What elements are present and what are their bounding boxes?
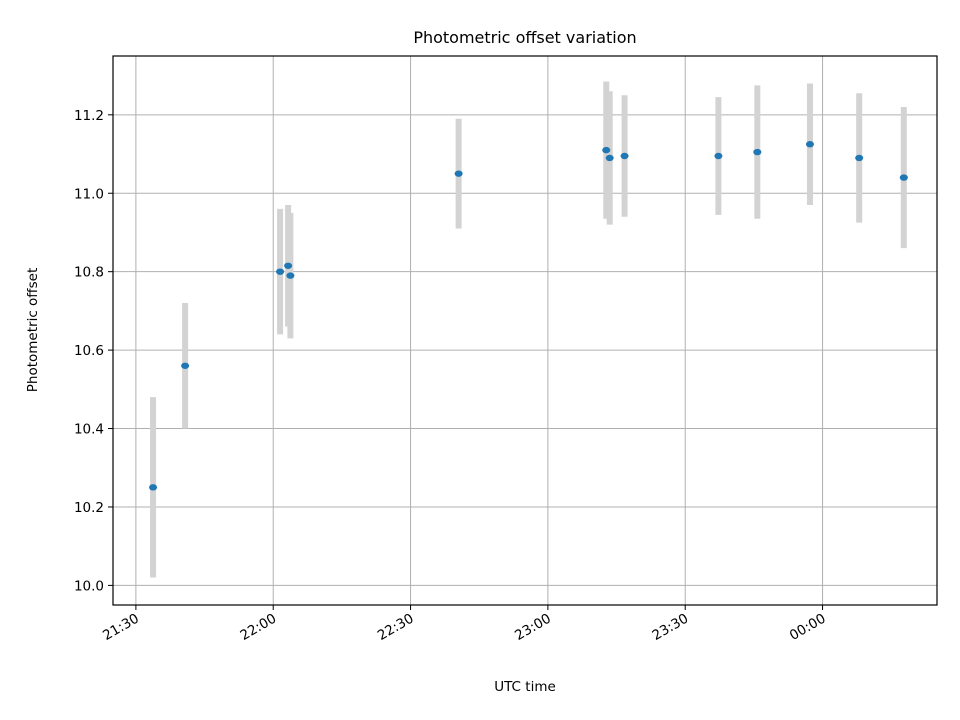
data-point [899, 174, 908, 181]
data-point [753, 148, 762, 156]
y-axis-label: Photometric offset [25, 268, 41, 392]
data-point [454, 170, 463, 177]
data-point [605, 154, 614, 162]
y-axis-ticks: 10.0 10.2 10.4 10.6 10.8 11.0 11.2 [74, 108, 113, 594]
plot-frame [112, 55, 938, 606]
data-point [286, 272, 295, 279]
y-tick-label: 10.6 [74, 343, 104, 359]
y-tick-label: 10.4 [74, 422, 104, 438]
x-axis-label: UTC time [494, 679, 556, 695]
y-tick-label: 10.0 [74, 578, 104, 594]
y-tick-label: 11.0 [74, 186, 104, 202]
y-tick-label: 10.2 [74, 500, 104, 516]
chart-title: Photometric offset variation [413, 28, 636, 47]
data-points [149, 141, 908, 491]
y-tick-label: 11.2 [74, 108, 104, 124]
data-point [284, 262, 293, 269]
data-point [602, 146, 611, 154]
gridlines [113, 56, 937, 605]
y-tick-label: 10.8 [74, 265, 104, 281]
data-point [855, 154, 864, 162]
data-point [620, 152, 629, 160]
data-point [805, 141, 814, 148]
data-point [181, 362, 190, 369]
data-point [276, 268, 285, 275]
data-point [149, 484, 158, 491]
data-point [714, 152, 723, 160]
